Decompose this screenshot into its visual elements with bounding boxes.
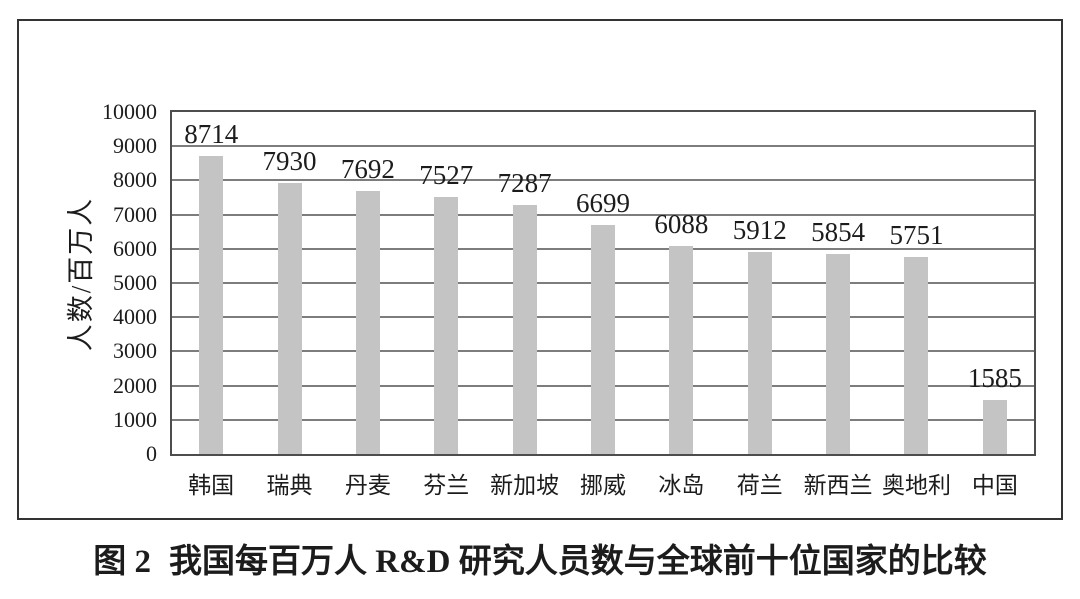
bar <box>982 399 1007 454</box>
gridline <box>172 179 1034 182</box>
x-category-label: 中国 <box>971 473 1018 498</box>
bar <box>199 155 224 454</box>
bar-value-label: 7692 <box>340 153 395 184</box>
bar <box>904 257 929 454</box>
figure-border: 人数/百万人 8714 7930 7692 7527 7287 6699 6088 5912 5… <box>17 19 1063 520</box>
bar <box>277 182 302 454</box>
x-category-label: 挪威 <box>580 473 626 498</box>
figure-caption-number: 图 2 <box>93 544 152 580</box>
x-category-label: 冰岛 <box>658 473 705 498</box>
bar-value-label: 7527 <box>419 159 474 190</box>
y-tick-label: 6000 <box>113 235 157 261</box>
bar <box>826 253 851 454</box>
x-category-label: 瑞典 <box>266 473 313 498</box>
x-category-label: 奥地利 <box>881 473 951 498</box>
bar <box>434 196 459 454</box>
bar-value-label: 7287 <box>497 167 552 198</box>
x-category-label: 新加坡 <box>490 473 560 498</box>
plot-area: 8714 7930 7692 7527 7287 6699 6088 5912 5854 5751… <box>170 110 1036 456</box>
y-tick-label: 9000 <box>113 133 157 159</box>
figure-caption: 图 2 我国每百万人 R&D 研究人员数与全球前十位国家的比较 <box>0 534 1080 582</box>
x-category-label: 丹麦 <box>344 473 391 498</box>
bar <box>591 224 615 454</box>
bar-value-label: 8714 <box>184 118 239 149</box>
bar <box>669 245 694 454</box>
y-tick-label: 4000 <box>113 304 157 330</box>
gridline <box>172 145 1034 148</box>
x-category-label: 新西兰 <box>803 473 873 498</box>
bar <box>512 204 537 454</box>
y-tick-label: 7000 <box>113 201 157 227</box>
y-tick-label: 3000 <box>113 338 157 364</box>
figure-caption-text: 我国每百万人 R&D 研究人员数与全球前十位国家的比较 <box>169 544 987 580</box>
bar-value-label: 1585 <box>967 362 1022 393</box>
y-tick-label: 2000 <box>113 372 157 398</box>
y-tick-label: 0 <box>146 441 157 466</box>
y-tick-label: 10000 <box>102 99 157 124</box>
x-category-label: 荷兰 <box>736 473 783 498</box>
bar-value-label: 6699 <box>576 187 630 218</box>
bar-value-label: 5751 <box>889 220 944 251</box>
bar-value-label: 6088 <box>654 208 709 239</box>
bar-value-label: 5854 <box>811 216 866 247</box>
x-category-label: 韩国 <box>188 473 235 498</box>
bar-value-label: 5912 <box>732 214 787 245</box>
gridline <box>172 213 1034 216</box>
bar-value-label: 7930 <box>262 145 317 176</box>
bar <box>355 190 380 454</box>
x-category-label: 芬兰 <box>423 473 470 498</box>
y-tick-label: 8000 <box>113 167 157 193</box>
y-tick-label: 1000 <box>113 406 157 432</box>
bar <box>747 251 772 454</box>
y-tick-label: 5000 <box>113 270 157 295</box>
